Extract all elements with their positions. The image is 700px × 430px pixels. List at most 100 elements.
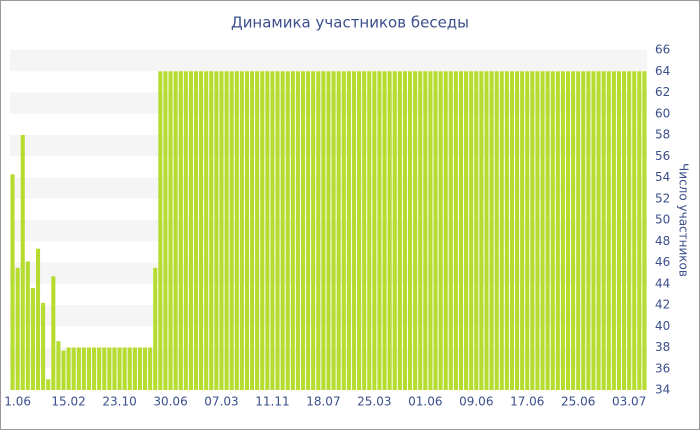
bar [611,71,616,390]
bar [489,71,494,390]
bar [642,71,647,390]
bar [76,347,81,390]
bar [627,71,632,390]
y-tick-label: 66 [655,43,670,57]
y-tick-label: 58 [655,128,670,142]
y-tick-label: 62 [655,85,670,99]
bar [81,347,86,390]
x-tick-label: 09.06 [459,395,493,409]
bar [581,71,586,390]
y-tick-label: 46 [655,255,670,269]
chart-title: Динамика участников беседы [231,14,469,32]
y-tick-label: 38 [655,340,670,354]
bar [275,71,280,390]
bar [423,71,428,390]
bar [300,71,306,390]
x-tick-label: 15.02 [51,395,85,409]
bar [382,71,387,390]
bar [30,288,35,390]
bar [117,347,122,390]
y-tick-label: 50 [655,213,670,227]
bar [357,71,362,390]
bar [418,71,423,390]
bar [565,71,571,390]
bar [219,71,224,390]
bar [499,71,504,390]
bar [392,71,397,390]
bar [387,71,392,390]
bar [148,347,153,390]
bar [153,267,158,390]
bar [622,71,627,390]
bar [571,71,576,390]
bar [86,347,92,390]
bar [214,71,219,390]
bar [362,71,367,390]
bar [204,71,209,390]
bar [224,71,229,390]
bar [92,347,97,390]
bar [163,71,168,390]
bar [229,71,234,390]
bar [178,71,183,390]
bar [530,71,535,390]
bar [193,71,199,390]
bar [377,71,382,390]
grid-band [10,50,647,72]
bar [433,71,438,390]
bar [367,71,372,390]
bar [25,261,30,390]
bar [285,71,290,390]
bar [20,135,25,390]
bar [525,71,530,390]
bar [346,71,351,390]
y-tick-label: 56 [655,149,670,163]
bar [453,71,458,390]
bar [637,71,642,390]
bar [102,347,107,390]
bar [555,71,560,390]
x-tick-label: 01.06 [408,395,442,409]
bar [183,71,188,390]
bar [515,71,520,390]
bar [10,174,15,390]
bar [61,350,66,390]
bar [494,71,499,390]
bar [270,71,275,390]
bar [560,71,565,390]
bar [535,71,540,390]
bar [306,71,311,390]
x-tick-label: 11.11 [255,395,289,409]
y-tick-label: 52 [655,191,670,205]
y-tick-label: 34 [655,383,670,397]
bar [402,71,407,390]
bar [260,71,265,390]
bar [413,71,418,390]
bar [484,71,489,390]
bar [479,71,484,390]
bar [122,347,127,390]
bar [107,347,112,390]
y-tick-label: 36 [655,361,670,375]
bar [351,71,357,390]
bar [41,302,46,390]
x-tick-label: 25.03 [357,395,391,409]
bar [66,347,71,390]
y-tick-label: 48 [655,234,670,248]
bar [295,71,300,390]
bar [448,71,453,390]
bar [632,71,637,390]
bar [474,71,479,390]
bar [97,347,102,390]
x-tick-label: 07.03 [204,395,238,409]
bar [341,71,346,390]
bar [438,71,443,390]
x-tick-label: 18.07 [306,395,340,409]
bar [173,71,178,390]
bar [540,71,545,390]
bar [586,71,591,390]
x-tick-label: 03.07 [612,395,646,409]
bar [199,71,204,390]
bar [397,71,402,390]
